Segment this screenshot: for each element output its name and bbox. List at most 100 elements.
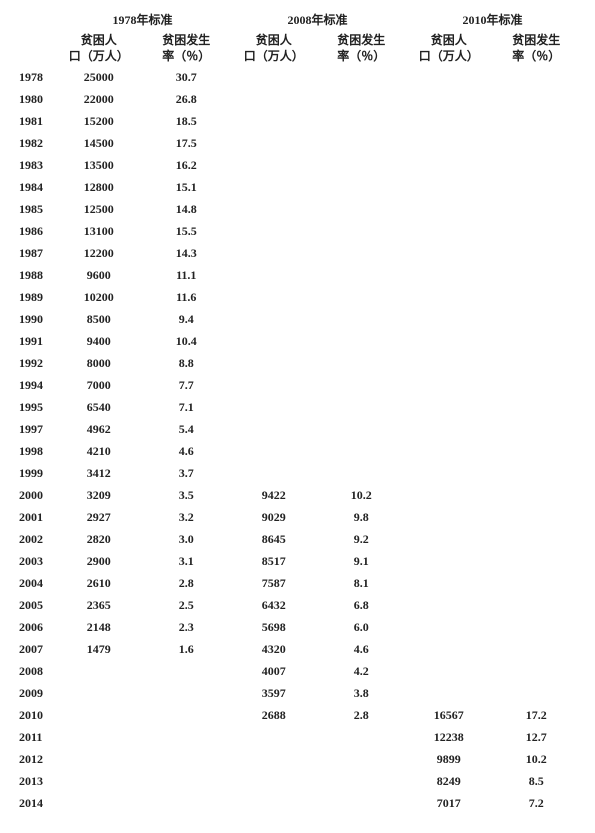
cell-pop-2010 — [405, 110, 493, 132]
cell-rate-1978: 16.2 — [143, 154, 231, 176]
cell-rate-2010 — [493, 682, 581, 704]
cell-rate-2008 — [318, 286, 406, 308]
cell-pop-2010 — [405, 572, 493, 594]
cell-pop-2010: 9899 — [405, 748, 493, 770]
cell-pop-2010 — [405, 88, 493, 110]
cell-year: 1983 — [15, 154, 55, 176]
cell-rate-2010 — [493, 198, 581, 220]
cell-year: 2014 — [15, 792, 55, 814]
cell-pop-2010 — [405, 660, 493, 682]
cell-year: 2010 — [15, 704, 55, 726]
cell-year: 2001 — [15, 506, 55, 528]
cell-rate-2010 — [493, 440, 581, 462]
cell-pop-1978: 12800 — [55, 176, 143, 198]
cell-pop-2008: 8517 — [230, 550, 318, 572]
cell-year: 2008 — [15, 660, 55, 682]
cell-pop-2008: 5698 — [230, 616, 318, 638]
cell-pop-2010 — [405, 594, 493, 616]
cell-pop-1978 — [55, 792, 143, 814]
cell-year: 2007 — [15, 638, 55, 660]
cell-rate-1978: 18.5 — [143, 110, 231, 132]
cell-rate-1978 — [143, 770, 231, 792]
cell-year: 1990 — [15, 308, 55, 330]
cell-rate-1978 — [143, 726, 231, 748]
cell-pop-1978: 7000 — [55, 374, 143, 396]
table-row: 200935973.8 — [15, 682, 580, 704]
table-row: 2012989910.2 — [15, 748, 580, 770]
cell-rate-2008: 6.0 — [318, 616, 406, 638]
header-pop-2008: 贫困人口（万人） — [230, 30, 318, 66]
cell-pop-2010 — [405, 286, 493, 308]
cell-rate-2008 — [318, 132, 406, 154]
cell-pop-1978 — [55, 660, 143, 682]
cell-year: 1997 — [15, 418, 55, 440]
cell-rate-1978: 26.8 — [143, 88, 231, 110]
cell-year: 1998 — [15, 440, 55, 462]
table-row: 19811520018.5 — [15, 110, 580, 132]
cell-pop-1978: 12200 — [55, 242, 143, 264]
cell-pop-2010 — [405, 264, 493, 286]
cell-pop-2008 — [230, 792, 318, 814]
cell-pop-2010 — [405, 418, 493, 440]
cell-rate-2008 — [318, 330, 406, 352]
cell-pop-2010 — [405, 308, 493, 330]
cell-year: 2003 — [15, 550, 55, 572]
cell-rate-2008: 2.8 — [318, 704, 406, 726]
header-group-1978: 1978年标准 — [55, 8, 230, 30]
cell-pop-1978: 12500 — [55, 198, 143, 220]
cell-pop-1978: 22000 — [55, 88, 143, 110]
cell-pop-2008 — [230, 66, 318, 88]
cell-rate-2010 — [493, 286, 581, 308]
table-row: 199280008.8 — [15, 352, 580, 374]
cell-rate-2008 — [318, 726, 406, 748]
cell-pop-2008 — [230, 396, 318, 418]
cell-pop-2010: 12238 — [405, 726, 493, 748]
cell-pop-2008: 9029 — [230, 506, 318, 528]
cell-pop-2008: 4007 — [230, 660, 318, 682]
cell-pop-2010 — [405, 352, 493, 374]
table-row: 19851250014.8 — [15, 198, 580, 220]
cell-rate-1978: 4.6 — [143, 440, 231, 462]
cell-pop-2008 — [230, 462, 318, 484]
table-row: 200621482.356986.0 — [15, 616, 580, 638]
cell-pop-1978 — [55, 704, 143, 726]
cell-rate-2010 — [493, 374, 581, 396]
cell-rate-2010 — [493, 660, 581, 682]
cell-year: 2011 — [15, 726, 55, 748]
cell-pop-2010 — [405, 198, 493, 220]
table-row: 19831350016.2 — [15, 154, 580, 176]
cell-rate-1978: 10.4 — [143, 330, 231, 352]
cell-rate-2008 — [318, 374, 406, 396]
cell-rate-2008 — [318, 110, 406, 132]
table-row: 199842104.6 — [15, 440, 580, 462]
table-row: 199565407.1 — [15, 396, 580, 418]
cell-rate-2010 — [493, 110, 581, 132]
cell-rate-1978: 17.5 — [143, 132, 231, 154]
cell-pop-2008: 4320 — [230, 638, 318, 660]
cell-rate-2010 — [493, 330, 581, 352]
cell-year: 1978 — [15, 66, 55, 88]
cell-rate-1978 — [143, 682, 231, 704]
table-row: 1991940010.4 — [15, 330, 580, 352]
cell-pop-2010: 8249 — [405, 770, 493, 792]
cell-pop-2010 — [405, 176, 493, 198]
cell-rate-2010 — [493, 66, 581, 88]
cell-pop-1978: 2365 — [55, 594, 143, 616]
cell-year: 2000 — [15, 484, 55, 506]
cell-rate-1978: 11.6 — [143, 286, 231, 308]
cell-year: 1992 — [15, 352, 55, 374]
cell-pop-1978: 3412 — [55, 462, 143, 484]
cell-pop-2008: 8645 — [230, 528, 318, 550]
cell-pop-2008 — [230, 352, 318, 374]
cell-rate-2010 — [493, 396, 581, 418]
cell-rate-1978: 15.1 — [143, 176, 231, 198]
cell-rate-2008 — [318, 748, 406, 770]
cell-pop-1978: 2610 — [55, 572, 143, 594]
cell-pop-1978: 1479 — [55, 638, 143, 660]
table-row: 20111223812.7 — [15, 726, 580, 748]
cell-rate-1978: 2.3 — [143, 616, 231, 638]
cell-rate-2010: 8.5 — [493, 770, 581, 792]
cell-rate-2008 — [318, 154, 406, 176]
header-rate-2010: 贫困发生率（％） — [493, 30, 581, 66]
cell-pop-1978: 9600 — [55, 264, 143, 286]
